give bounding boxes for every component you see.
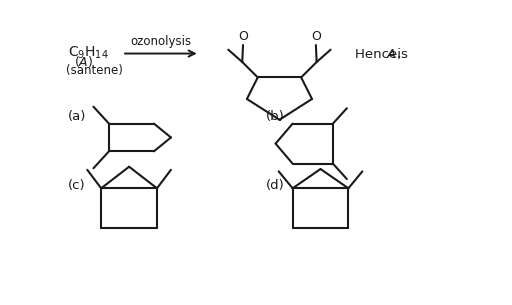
Text: (c): (c): [68, 179, 86, 192]
Text: $\mathrm{C_9H_{14}}$: $\mathrm{C_9H_{14}}$: [68, 44, 109, 61]
Text: O: O: [311, 30, 321, 43]
Text: (b): (b): [266, 110, 284, 123]
Text: ozonolysis: ozonolysis: [131, 35, 191, 48]
Text: (a): (a): [68, 110, 86, 123]
Text: $\it{A}$: $\it{A}$: [386, 48, 396, 61]
Text: $(A)$: $(A)$: [74, 54, 93, 69]
Text: O: O: [238, 30, 248, 43]
Text: (santene): (santene): [67, 63, 123, 77]
Text: Hence,: Hence,: [355, 48, 406, 61]
Text: is: is: [393, 48, 408, 61]
Text: (d): (d): [266, 179, 284, 192]
